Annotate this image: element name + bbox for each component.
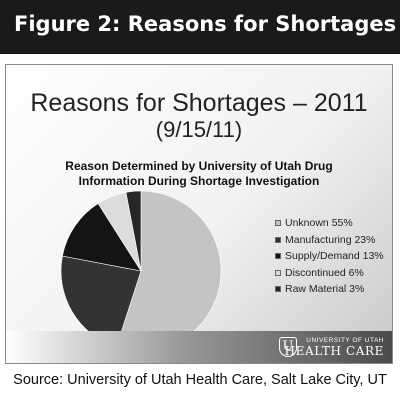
figure-title: Figure 2: Reasons for Shortages xyxy=(14,12,397,36)
legend-swatch xyxy=(275,236,281,243)
legend-swatch xyxy=(275,269,281,276)
chart-legend: Unknown 55% Manufacturing 23% Supply/Deman… xyxy=(275,215,384,298)
legend-label: Unknown 55% xyxy=(285,217,353,230)
utah-logo-icon: U xyxy=(279,337,297,357)
legend-item: Raw Material 3% xyxy=(275,281,384,298)
pie-slice-2 xyxy=(62,203,142,272)
pie-chart xyxy=(60,190,222,352)
legend-swatch xyxy=(275,253,281,260)
slide-panel: Reasons for Shortages – 2011 (9/15/11) R… xyxy=(5,64,393,364)
slide-title: Reasons for Shortages – 2011 xyxy=(30,89,368,117)
slide-date: (9/15/11) xyxy=(155,117,243,142)
pie-slice-4 xyxy=(125,190,142,272)
source-caption: Source: University of Utah Health Care, … xyxy=(13,372,387,388)
chart-title-line-2: Information During Shortage Investigatio… xyxy=(78,174,320,188)
legend-item: Supply/Demand 13% xyxy=(275,248,384,265)
legend-item: Manufacturing 23% xyxy=(275,232,384,249)
legend-label: Manufacturing 23% xyxy=(285,233,376,246)
legend-label: Discontinued 6% xyxy=(285,266,364,279)
chart-title-line-1: Reason Determined by University of Utah … xyxy=(65,159,333,173)
chart-title: Reason Determined by University of Utah … xyxy=(6,159,392,189)
logo-text-university: UNIVERSITY OF UTAH xyxy=(306,337,384,344)
legend-swatch xyxy=(275,220,281,227)
logo-text-health-care: HEALTH CARE xyxy=(284,344,384,358)
figure-header: Figure 2: Reasons for Shortages xyxy=(0,0,400,54)
slide-footer: U UNIVERSITY OF UTAH HEALTH CARE xyxy=(6,331,392,363)
legend-swatch xyxy=(275,286,281,293)
legend-label: Supply/Demand 13% xyxy=(285,250,384,263)
legend-item: Discontinued 6% xyxy=(275,265,384,282)
legend-item: Unknown 55% xyxy=(275,215,384,232)
legend-label: Raw Material 3% xyxy=(285,283,365,296)
